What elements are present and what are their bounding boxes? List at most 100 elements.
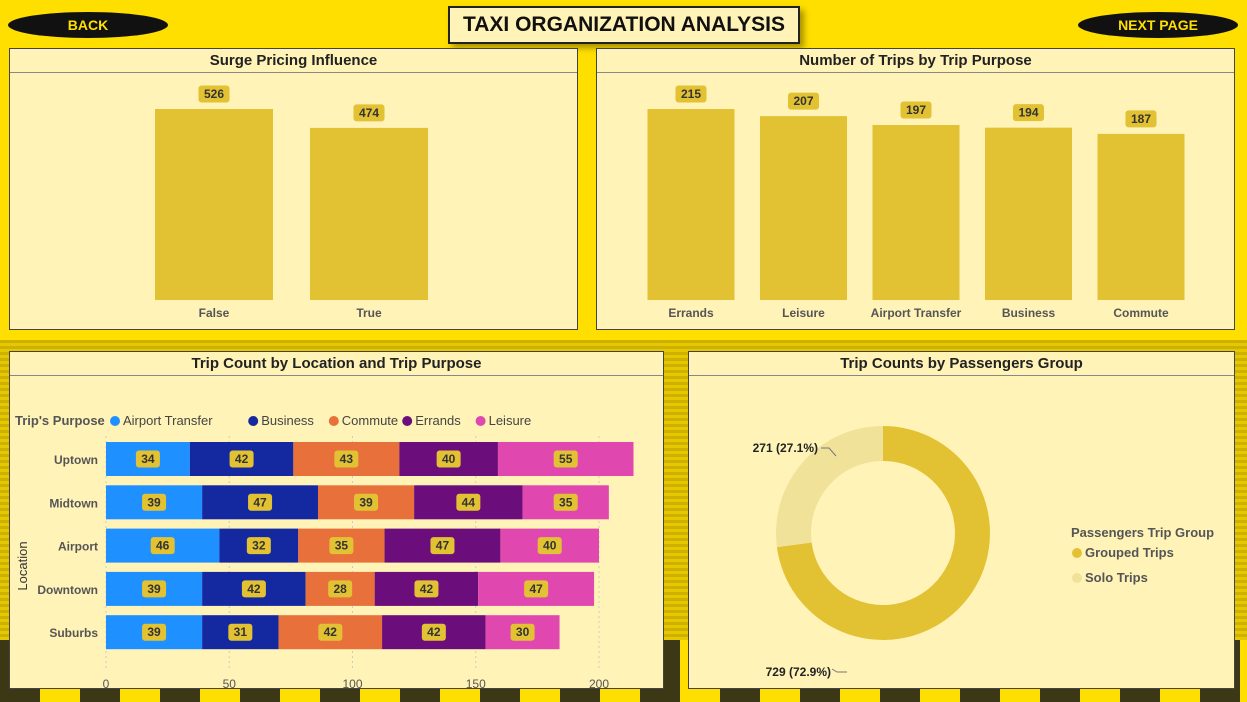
surge-chart-title: Surge Pricing Influence	[10, 49, 577, 73]
segment-label-uptown-leisure: 55	[559, 452, 573, 466]
legend-marker-errands	[402, 416, 413, 426]
segment-label-suburbs-business: 31	[234, 625, 248, 639]
surge-pricing-chart: 526 False 474 True	[155, 85, 428, 320]
segment-label-uptown-business-bg	[229, 450, 254, 468]
segment-label-midtown-leisure-bg	[553, 493, 578, 511]
segment-label-uptown-leisure-bg	[553, 450, 578, 468]
segment-label-midtown-errands: 44	[462, 495, 476, 509]
segment-label-airport-business-bg	[246, 537, 271, 555]
segment-label-suburbs-leisure-bg	[510, 623, 535, 641]
data-label-false-bg	[198, 85, 230, 103]
segment-label-suburbs-errands-bg	[421, 623, 446, 641]
donut-legend-marker-grouped-trips	[1072, 548, 1082, 558]
bar-commute[interactable]	[1097, 133, 1185, 300]
segment-label-downtown-leisure: 47	[529, 582, 543, 596]
segment-label-uptown-commute-bg	[334, 450, 359, 468]
data-label-false: 526	[204, 87, 224, 101]
data-label-commute-bg	[1125, 110, 1157, 128]
x-tick-leisure: Leisure	[782, 306, 825, 320]
bar-errands[interactable]	[647, 109, 735, 300]
legend-marker-commute	[328, 416, 339, 426]
x-tick-200: 200	[589, 677, 609, 688]
slice-solo-trips[interactable]	[776, 426, 883, 548]
x-tick-commute: Commute	[1113, 306, 1169, 320]
purpose-chart-title: Number of Trips by Trip Purpose	[597, 49, 1234, 73]
segment-label-airport-commute: 35	[335, 539, 349, 553]
segment-label-suburbs-business-bg	[228, 623, 253, 641]
segment-label-midtown-errands-bg	[456, 493, 481, 511]
segment-label-downtown-commute: 28	[333, 582, 347, 596]
trip-purpose-panel: Number of Trips by Trip Purpose 215 Erran…	[596, 48, 1235, 330]
callout-line-solo	[821, 447, 837, 457]
segment-label-uptown-airport-transfer-bg	[135, 450, 160, 468]
segment-label-airport-airport-transfer-bg	[150, 537, 175, 555]
legend-label-errands[interactable]: Errands	[415, 413, 461, 428]
segment-label-midtown-leisure: 35	[559, 495, 573, 509]
y-tick-airport: Airport	[58, 540, 98, 554]
legend-label-leisure[interactable]: Leisure	[489, 413, 532, 428]
y-axis-label: Location	[15, 541, 30, 590]
passengers-chart-title: Trip Counts by Passengers Group	[689, 352, 1234, 376]
segment-label-midtown-commute-bg	[354, 493, 379, 511]
y-tick-suburbs: Suburbs	[49, 626, 98, 640]
segment-label-suburbs-commute: 42	[324, 625, 338, 639]
legend-marker-business	[248, 416, 259, 426]
bar-airport-transfer[interactable]	[872, 124, 960, 300]
y-tick-downtown: Downtown	[37, 583, 98, 597]
next-page-button[interactable]: NEXT PAGE	[1078, 12, 1238, 38]
data-label-airport-transfer: 197	[906, 103, 926, 117]
x-tick-business: Business	[1002, 306, 1056, 320]
legend-label-business[interactable]: Business	[261, 413, 314, 428]
slice-label-grouped-trips: 729 (72.9%)	[766, 665, 831, 679]
callout-line-grouped	[831, 668, 847, 673]
segment-label-airport-errands-bg	[430, 537, 455, 555]
segment-label-downtown-commute-bg	[328, 580, 353, 598]
y-tick-midtown: Midtown	[49, 496, 98, 510]
bar-leisure[interactable]	[760, 116, 847, 300]
x-tick-errands: Errands	[668, 306, 714, 320]
back-button[interactable]: BACK	[8, 12, 168, 38]
x-tick-100: 100	[342, 677, 362, 688]
bar-false[interactable]	[155, 109, 273, 300]
segment-label-uptown-errands: 40	[442, 452, 456, 466]
data-label-business-bg	[1013, 104, 1044, 122]
segment-label-downtown-airport-transfer: 39	[147, 582, 161, 596]
segment-label-airport-commute-bg	[329, 537, 354, 555]
segment-label-midtown-business: 47	[253, 495, 267, 509]
data-label-airport-transfer-bg	[900, 101, 932, 119]
segment-label-midtown-airport-transfer: 39	[147, 495, 161, 509]
legend-marker-airport-transfer	[110, 416, 120, 426]
segment-label-downtown-leisure-bg	[524, 580, 549, 598]
segment-label-suburbs-commute-bg	[318, 623, 343, 641]
segment-label-midtown-airport-transfer-bg	[142, 493, 167, 511]
passengers-donut-chart: 729 (72.9%) 271 (27.1%) Passengers Trip Gr…	[753, 426, 1214, 679]
segment-label-downtown-business-bg	[241, 580, 266, 598]
data-label-true-bg	[353, 104, 385, 122]
segment-label-uptown-errands-bg	[436, 450, 461, 468]
donut-legend-label-grouped-trips[interactable]: Grouped Trips	[1085, 545, 1174, 560]
x-tick-false: False	[199, 306, 230, 320]
segment-label-uptown-business: 42	[235, 452, 249, 466]
slice-grouped-trips[interactable]	[776, 426, 990, 640]
bar-true[interactable]	[310, 127, 428, 300]
segment-label-airport-leisure: 40	[543, 539, 557, 553]
segment-label-airport-airport-transfer: 46	[156, 539, 170, 553]
segment-label-midtown-business-bg	[248, 493, 273, 511]
segment-label-suburbs-leisure: 30	[516, 625, 530, 639]
segment-label-downtown-errands: 42	[420, 582, 434, 596]
data-label-leisure: 207	[793, 94, 813, 108]
location-purpose-panel: Trip Count by Location and Trip Purpose …	[9, 351, 664, 691]
passengers-group-panel: Trip Counts by Passengers Group 729 (72.…	[688, 351, 1235, 689]
donut-legend-label-solo-trips[interactable]: Solo Trips	[1085, 570, 1148, 585]
data-label-true: 474	[359, 106, 379, 120]
segment-label-downtown-airport-transfer-bg	[142, 580, 167, 598]
segment-label-airport-business: 32	[252, 539, 266, 553]
slice-label-solo-trips: 271 (27.1%)	[753, 441, 818, 455]
data-label-business: 194	[1018, 106, 1038, 120]
legend-label-airport-transfer[interactable]: Airport Transfer	[123, 413, 213, 428]
segment-label-airport-errands: 47	[436, 539, 450, 553]
segment-label-airport-leisure-bg	[537, 537, 562, 555]
legend-label-commute[interactable]: Commute	[342, 413, 398, 428]
donut-legend-title: Passengers Trip Group	[1071, 525, 1214, 540]
bar-business[interactable]	[985, 127, 1072, 300]
